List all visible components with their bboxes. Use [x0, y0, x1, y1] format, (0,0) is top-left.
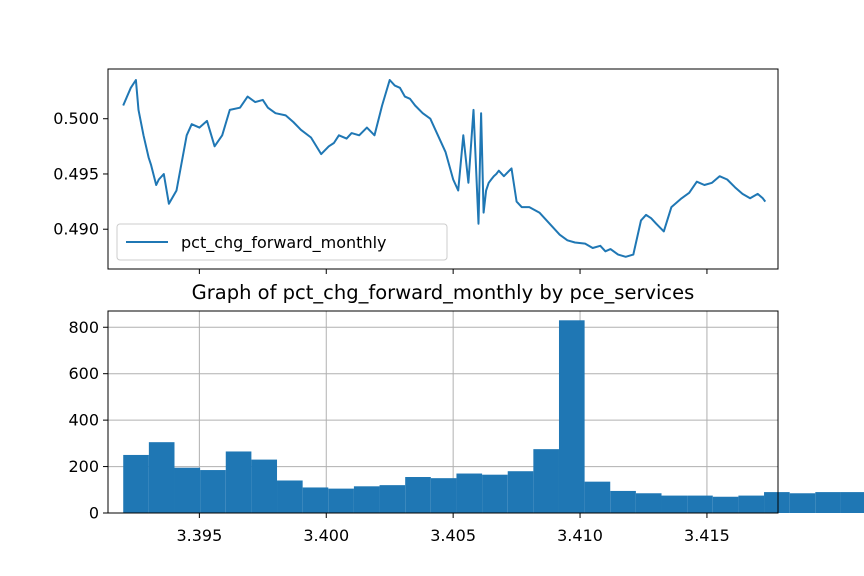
histogram-bar [635, 493, 662, 513]
histogram-bar [687, 495, 713, 513]
legend: pct_chg_forward_monthly [116, 223, 448, 261]
histogram-title: Graph of pct_chg_forward_monthly by pce_… [192, 281, 695, 304]
histogram-bar [712, 496, 739, 513]
histogram-bar [558, 320, 585, 513]
histogram-bars [123, 320, 864, 513]
line-chart-panel: 0.490 0.495 0.500 pct_chg_forward_monthly [53, 68, 779, 274]
histogram-bar [379, 485, 406, 513]
line-chart-x-ticks [198, 269, 708, 274]
legend-label: pct_chg_forward_monthly [181, 233, 387, 253]
histogram-bar [430, 478, 457, 513]
histogram-bar [405, 477, 431, 513]
histogram-bar [328, 488, 354, 513]
line-y-tick-label: 0.490 [53, 220, 99, 239]
histogram-bar [610, 490, 636, 513]
histogram-x-ticks: 3.395 3.400 3.405 3.410 3.415 [176, 513, 730, 545]
histogram-frame [107, 310, 779, 514]
hist-x-tick-label: 3.410 [557, 526, 603, 545]
legend-box [116, 223, 448, 261]
hist-x-tick-label: 3.395 [176, 526, 222, 545]
line-y-tick-label: 0.500 [53, 109, 99, 128]
hist-y-tick-label: 400 [68, 411, 99, 430]
histogram-bar [584, 481, 611, 513]
histogram-bar [251, 459, 278, 513]
hist-y-tick-label: 800 [68, 318, 99, 337]
histogram-bar [148, 442, 175, 513]
histogram-bar [200, 470, 226, 513]
histogram-bar [482, 474, 508, 513]
histogram-bar [174, 467, 201, 513]
hist-y-tick-label: 600 [68, 364, 99, 383]
hist-y-tick-label: 200 [68, 457, 99, 476]
histogram-bar [277, 480, 303, 513]
histogram-bar [738, 495, 765, 513]
histogram-bar [533, 449, 559, 513]
histogram-bar [764, 492, 790, 513]
histogram-bar [302, 487, 329, 513]
histogram-y-ticks: 0 200 400 600 800 [68, 318, 108, 523]
histogram-bar [840, 492, 864, 513]
line-chart-y-ticks: 0.490 0.495 0.500 [53, 109, 108, 239]
hist-x-tick-label: 3.405 [430, 526, 476, 545]
histogram-bar [507, 471, 534, 513]
histogram-bar [123, 454, 149, 513]
hist-x-tick-label: 3.400 [303, 526, 349, 545]
histogram-bar [353, 486, 380, 513]
line-chart-frame [107, 68, 779, 270]
histogram-bar [661, 495, 688, 513]
series-line-pct-chg-forward-monthly [122, 79, 767, 258]
histogram-bar [456, 473, 483, 513]
line-y-tick-label: 0.495 [53, 164, 99, 183]
hist-x-tick-label: 3.415 [684, 526, 730, 545]
histogram-bar [225, 451, 252, 513]
histogram-bar [789, 493, 816, 513]
hist-y-tick-label: 0 [89, 504, 99, 523]
histogram-bar [815, 492, 841, 513]
